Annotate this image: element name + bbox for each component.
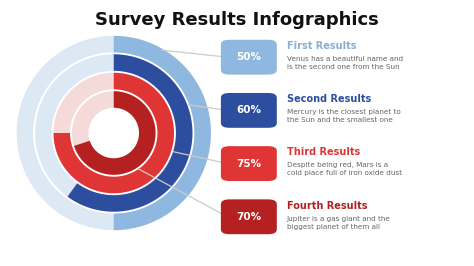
Polygon shape [72, 91, 155, 175]
Polygon shape [114, 36, 211, 230]
Text: Third Results: Third Results [287, 147, 360, 157]
Text: Venus has a beautiful name and
is the second one from the Sun: Venus has a beautiful name and is the se… [287, 56, 403, 70]
Polygon shape [54, 73, 174, 193]
Text: Mercury is the closest planet to
the Sun and the smallest one: Mercury is the closest planet to the Sun… [287, 109, 401, 123]
Text: Survey Results Infographics: Survey Results Infographics [95, 11, 379, 29]
Text: 60%: 60% [237, 105, 261, 115]
Polygon shape [17, 36, 211, 230]
Text: Second Results: Second Results [287, 94, 371, 104]
Polygon shape [67, 54, 192, 212]
Polygon shape [74, 91, 155, 175]
FancyBboxPatch shape [221, 200, 277, 234]
Text: 75%: 75% [236, 159, 262, 169]
Text: Fourth Results: Fourth Results [287, 201, 367, 211]
FancyBboxPatch shape [221, 146, 277, 181]
Polygon shape [54, 73, 174, 193]
Text: Despite being red, Mars is a
cold place full of iron oxide dust: Despite being red, Mars is a cold place … [287, 163, 402, 176]
Text: 70%: 70% [236, 212, 262, 222]
FancyBboxPatch shape [221, 93, 277, 128]
Polygon shape [35, 54, 192, 212]
Text: 50%: 50% [237, 52, 261, 62]
FancyBboxPatch shape [221, 40, 277, 75]
Text: Jupiter is a gas giant and the
biggest planet of them all: Jupiter is a gas giant and the biggest p… [287, 216, 391, 230]
Text: First Results: First Results [287, 41, 356, 51]
